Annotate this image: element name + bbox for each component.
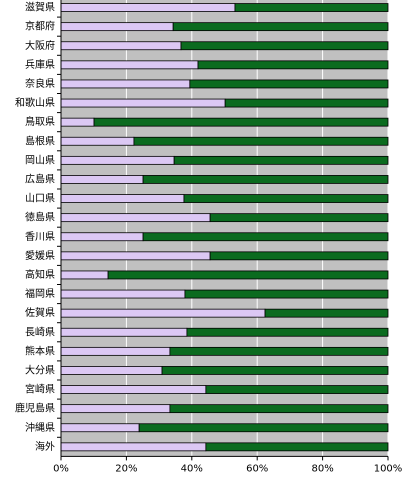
bar-segment — [209, 213, 389, 223]
x-tick-label: 100% — [374, 463, 403, 474]
bar-segment — [189, 79, 389, 89]
x-tick-label: 60% — [246, 463, 268, 474]
bar-segment — [186, 327, 389, 337]
y-tick-label: 徳島県 — [25, 211, 55, 224]
y-tick-label: 広島県 — [25, 172, 55, 185]
bar-segment — [184, 289, 389, 299]
y-tick-label: 香川県 — [25, 231, 55, 243]
plot-area — [61, 0, 388, 456]
y-tick-label: 京都府 — [25, 20, 55, 33]
bar-segment — [172, 22, 389, 32]
bar-segment — [60, 60, 199, 70]
y-tick-label: 島根県 — [25, 134, 55, 147]
y-tick-label: 大分県 — [25, 363, 55, 376]
bar-segment — [60, 404, 171, 414]
bar-segment — [93, 117, 389, 127]
bar-segment — [138, 423, 389, 433]
x-tick-label: 20% — [115, 463, 137, 474]
bar-segment — [173, 155, 389, 165]
bar-segment — [60, 385, 207, 394]
x-tick-label: 40% — [181, 463, 203, 474]
y-tick-label: 高知県 — [25, 268, 55, 281]
bar-segment — [60, 232, 144, 242]
bar-segment — [60, 251, 211, 261]
y-tick-label: 佐賀県 — [25, 307, 55, 319]
bar-segment — [60, 270, 109, 280]
bar-segment — [60, 117, 95, 127]
x-tick-label: 80% — [311, 463, 333, 474]
y-tick-label: 山口県 — [25, 193, 55, 205]
y-tick-label: 奈良県 — [25, 77, 55, 90]
bar-segment — [234, 3, 389, 12]
y-tick-label: 沖縄県 — [25, 421, 55, 434]
bar-segment — [60, 175, 144, 184]
bar-segment — [60, 41, 182, 51]
y-tick-label: 愛媛県 — [25, 249, 55, 262]
y-tick-label: 滋賀県 — [25, 1, 55, 14]
bar-segment — [60, 308, 266, 318]
y-tick-label: 宮崎県 — [25, 383, 55, 396]
bar-segment — [142, 175, 389, 184]
bar-segment — [197, 60, 389, 70]
bar-segment — [209, 251, 389, 261]
bar-segment — [205, 442, 389, 452]
bar-segment — [60, 136, 135, 146]
bar-segment — [224, 98, 389, 108]
bar-segment — [161, 366, 389, 375]
bar-segment — [60, 442, 207, 452]
y-tick-label: 熊本県 — [25, 344, 55, 357]
bar-segment — [60, 346, 171, 356]
bar-segment — [142, 232, 389, 242]
y-tick-label: 長崎県 — [25, 325, 55, 338]
bar-segment — [60, 79, 191, 89]
bar-segment — [133, 136, 389, 146]
bar-segment — [60, 3, 236, 12]
bar-segment — [169, 404, 389, 414]
bar-segment — [60, 194, 185, 203]
bar-segment — [180, 41, 389, 51]
y-tick-label: 鳥取県 — [25, 115, 55, 128]
x-tick-label: 0% — [53, 463, 69, 474]
bar-segment — [107, 270, 389, 280]
y-tick-label: 兵庫県 — [25, 58, 55, 71]
bar-segment — [169, 346, 389, 356]
bar-segment — [60, 366, 163, 375]
bar-segment — [60, 155, 175, 165]
y-tick-label: 福岡県 — [25, 287, 55, 300]
bar-segment — [60, 289, 186, 299]
bar-segment — [60, 327, 188, 337]
bar-segment — [183, 194, 389, 203]
y-tick-label: 和歌山県 — [15, 96, 55, 109]
bar-segment — [60, 98, 226, 108]
y-tick-label: 鹿児島県 — [15, 402, 55, 415]
bar-segment — [60, 22, 174, 32]
bar-segment — [264, 308, 389, 318]
bar-segment — [60, 213, 211, 223]
bar-segment — [60, 423, 140, 433]
bar-segment — [205, 385, 389, 394]
y-tick-label: 大阪府 — [25, 39, 55, 52]
y-tick-label: 岡山県 — [25, 154, 55, 166]
y-tick-label: 海外 — [35, 440, 55, 453]
